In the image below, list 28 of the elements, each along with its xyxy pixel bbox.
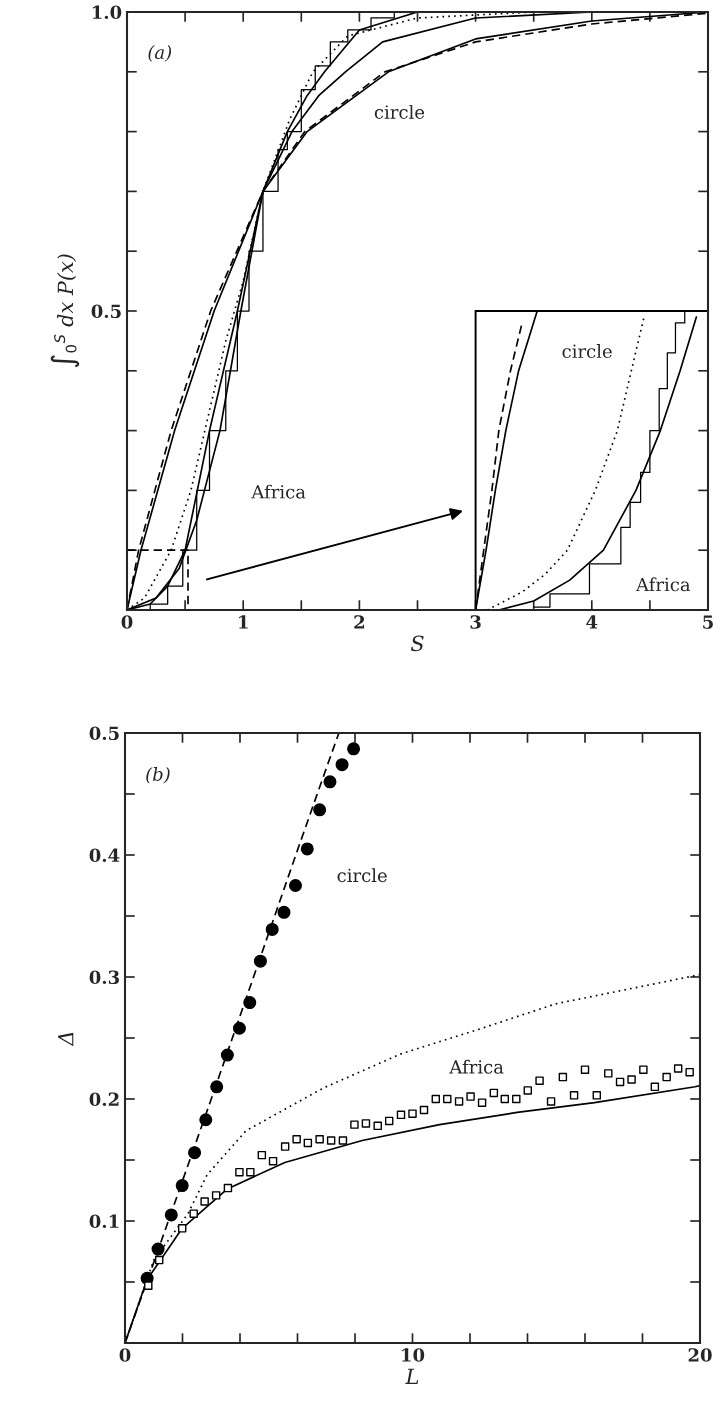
annotation: Africa [635, 577, 691, 592]
y-tick-label: 0.4 [89, 848, 120, 863]
y-tick-label: 0.1 [89, 1214, 119, 1229]
y-axis-title: Δ [58, 1032, 74, 1047]
x-tick-label: 20 [688, 1348, 712, 1362]
y-tick-label: 0.3 [89, 970, 119, 985]
x-tick-label: 5 [703, 615, 713, 629]
x-tick-label: 2 [354, 615, 365, 629]
annotation: circle [562, 344, 612, 359]
y-axis-title: ∫$_{0}$$^{S}$ dx P(x) [50, 254, 80, 368]
x-tick-label: 0 [119, 1348, 131, 1362]
x-tick-label: 1 [239, 615, 248, 629]
x-tick-label: 4 [586, 615, 598, 629]
annotation: Africa [251, 484, 306, 499]
y-tick-label: 0.2 [89, 1092, 119, 1107]
x-tick-label: 0 [121, 615, 133, 629]
x-tick-label: 3 [470, 615, 481, 629]
y-tick-label: 0.5 [89, 726, 119, 741]
annotation: circle [337, 868, 387, 883]
annotation: Africa [449, 1059, 504, 1074]
y-tick-label: 1.0 [92, 5, 122, 20]
y-tick-label: 0.5 [91, 304, 121, 319]
annotation: (a) [148, 45, 172, 62]
annotation: (b) [146, 766, 170, 784]
x-axis-title: S [410, 635, 424, 652]
x-tick-label: 10 [402, 1348, 425, 1362]
annotation: circle [374, 104, 425, 119]
x-axis-title: L [405, 1368, 419, 1384]
